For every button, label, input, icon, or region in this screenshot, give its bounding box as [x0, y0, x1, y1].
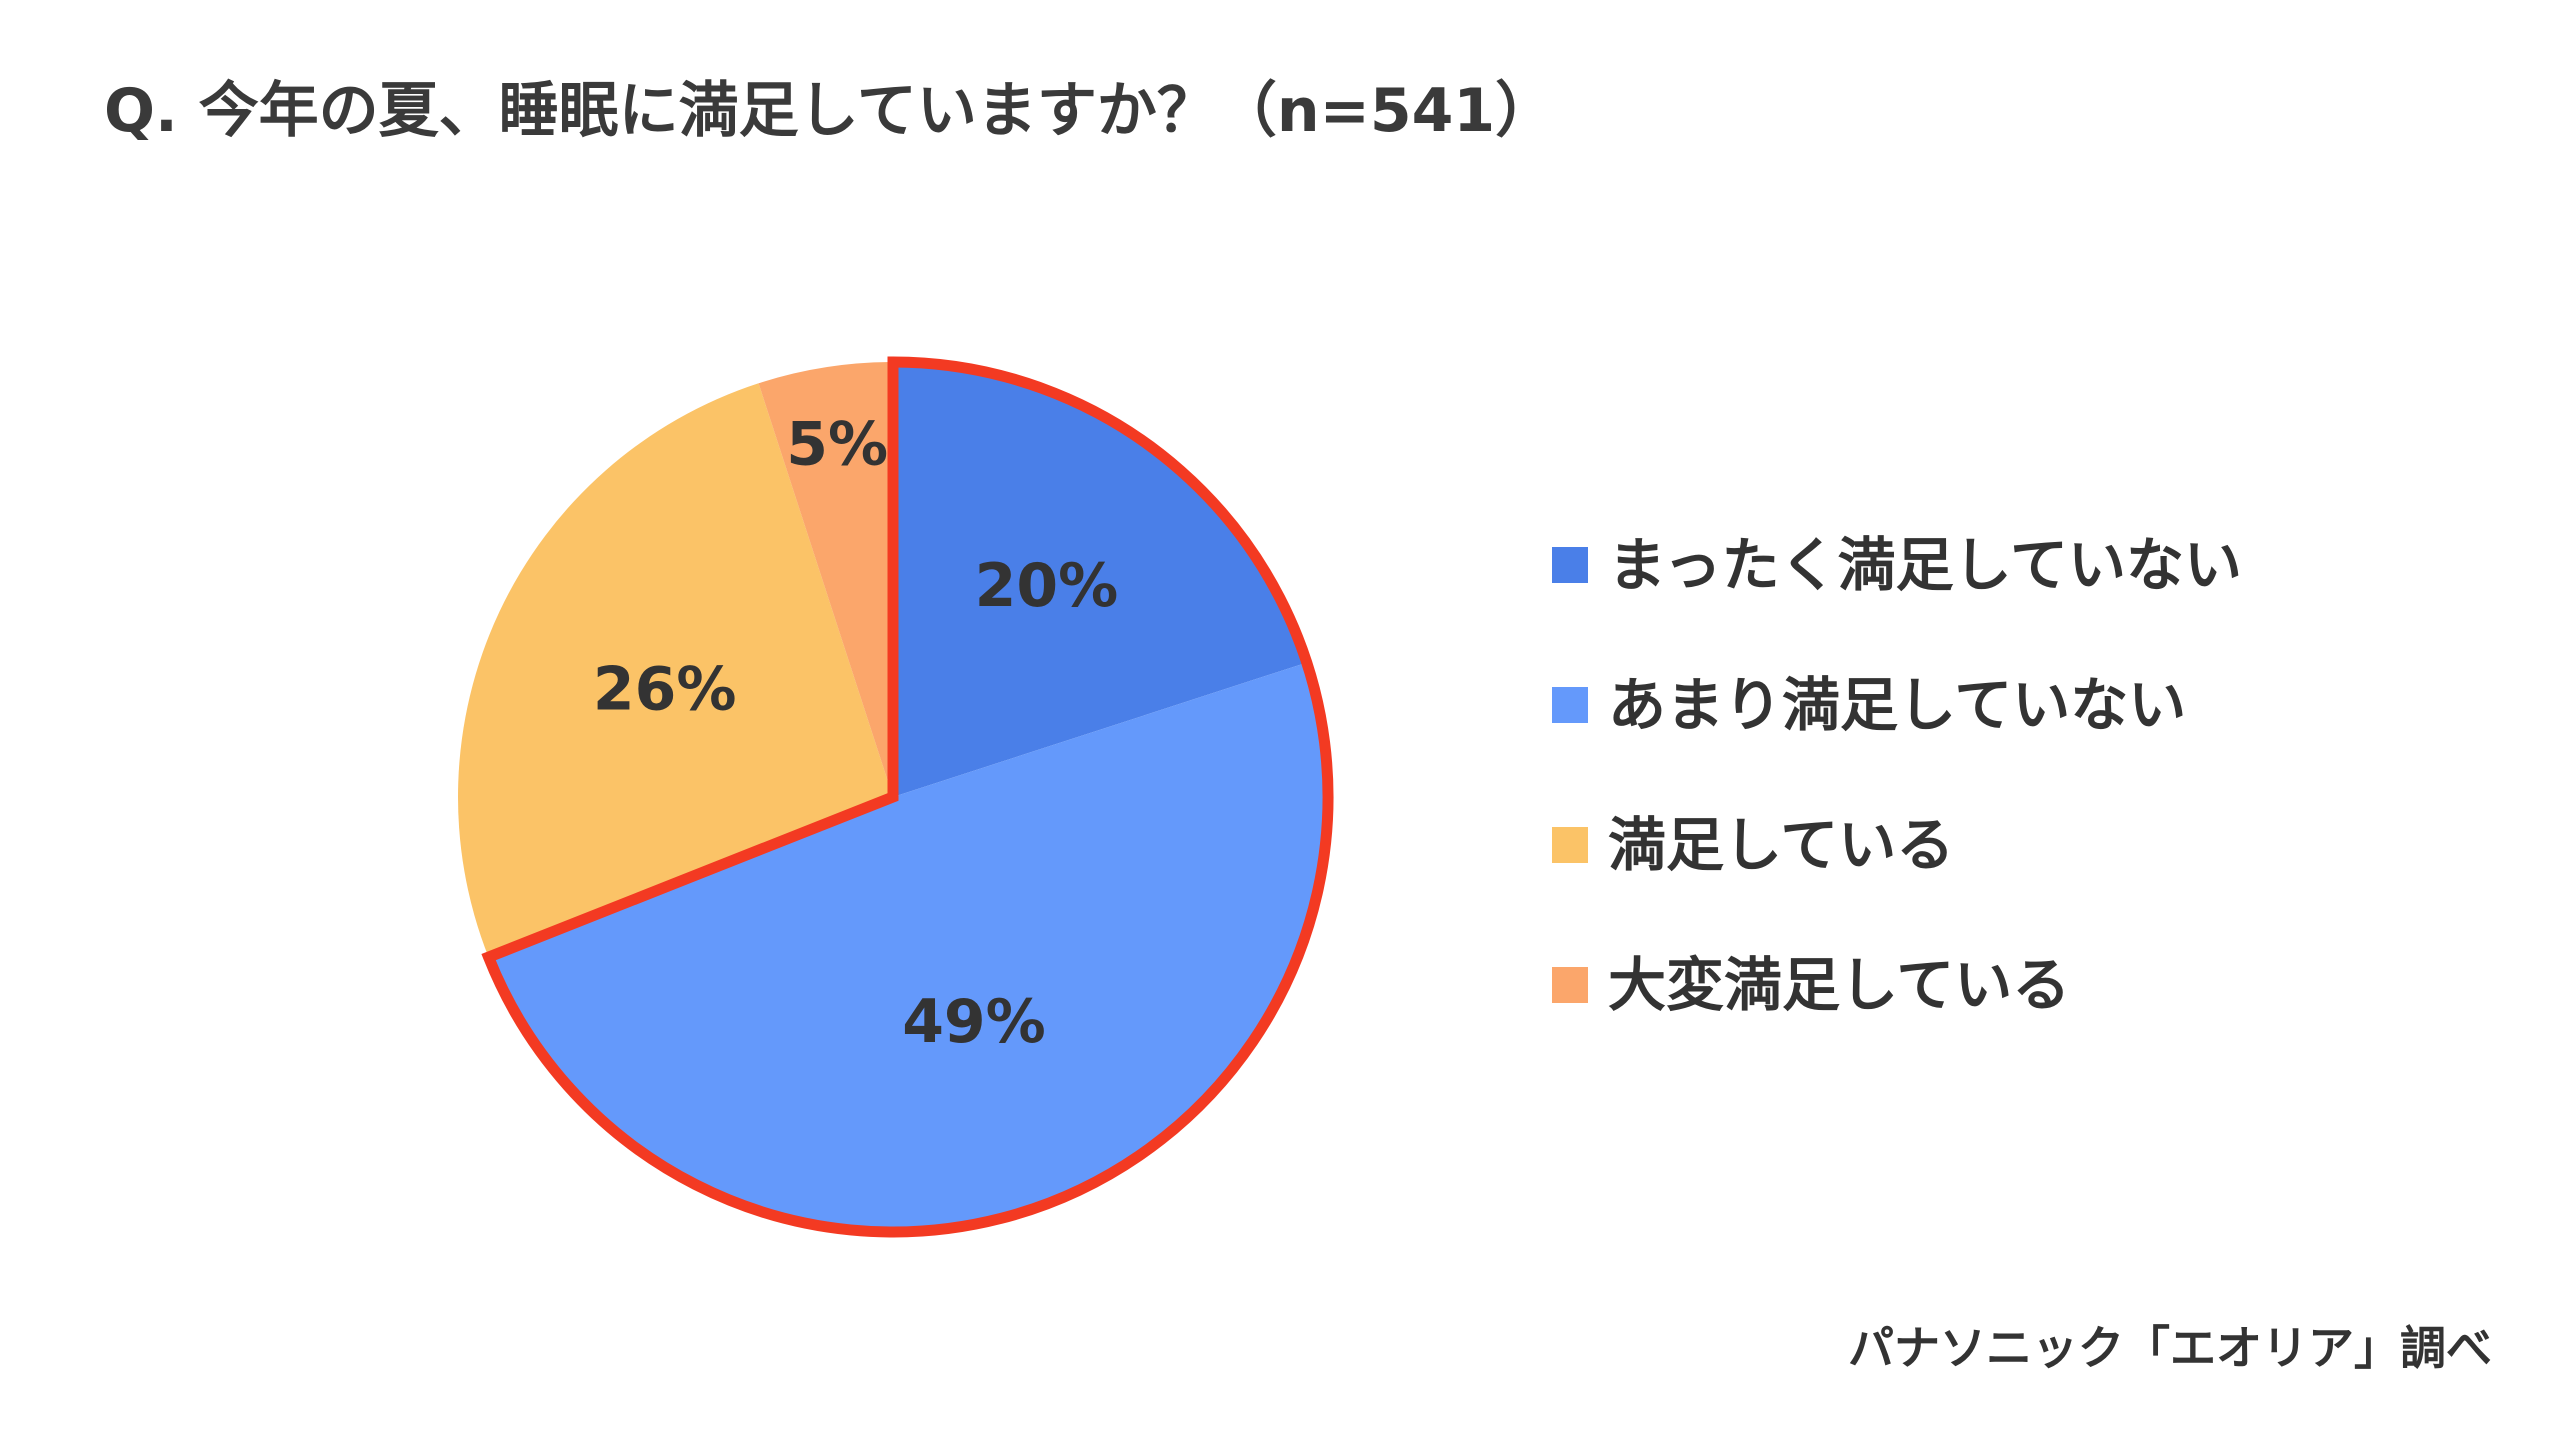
highlight-outline [481, 356, 1334, 1238]
legend-swatch [1552, 547, 1588, 583]
pie-slice-labels: 20% 49% 26% 5% [593, 410, 1118, 1057]
legend-label: 満足している [1608, 811, 1955, 879]
pie-slice [893, 362, 1307, 797]
chart-title: Q. 今年の夏、睡眠に満足していますか？（n=541） [104, 76, 1556, 146]
legend-swatch [1552, 827, 1588, 863]
pie-slice [758, 362, 893, 797]
slice-value-label: 26% [593, 655, 737, 725]
source-note: パナソニック「エオリア」調べ [1848, 1321, 2492, 1375]
legend-item-somewhat-dissatisfied: あまり満足していない [1552, 650, 2242, 790]
legend-label: まったく満足していない [1608, 531, 2242, 599]
slice-value-label: 49% [902, 987, 1046, 1057]
legend-item-satisfied: 満足している [1552, 790, 2242, 930]
legend: まったく満足していない あまり満足していない 満足している 大変満足している [1552, 510, 2242, 1070]
legend-item-very-satisfied: 大変満足している [1552, 930, 2242, 1070]
slice-value-label: 20% [975, 551, 1119, 621]
legend-label: あまり満足していない [1608, 671, 2187, 739]
legend-swatch [1552, 687, 1588, 723]
legend-item-very-dissatisfied: まったく満足していない [1552, 510, 2242, 650]
pie-slices [458, 362, 1328, 1232]
pie-slice [488, 662, 1328, 1232]
slice-value-label: 5% [786, 410, 888, 480]
legend-swatch [1552, 967, 1588, 1003]
pie-slice [458, 383, 893, 958]
legend-label: 大変満足している [1608, 951, 2071, 1019]
